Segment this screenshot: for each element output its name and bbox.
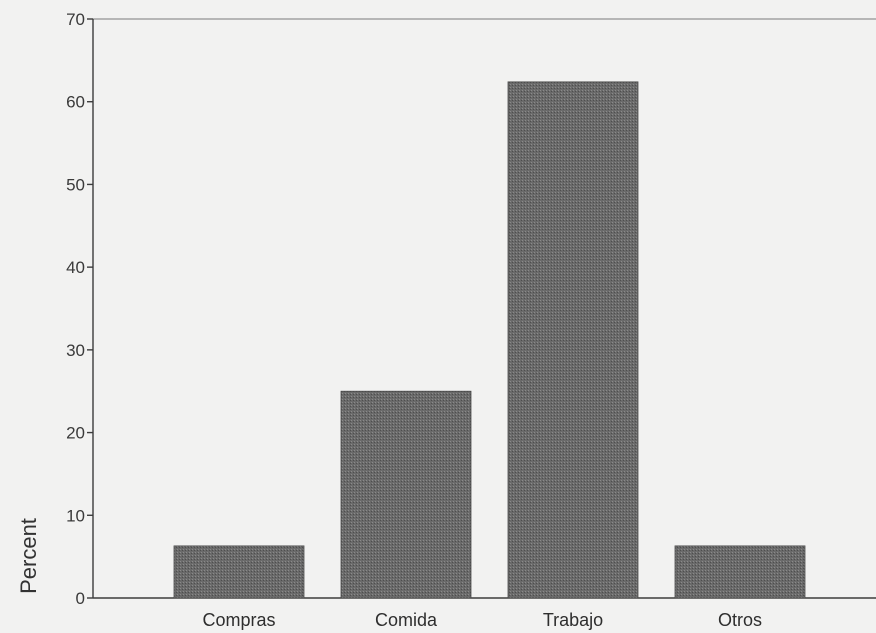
x-tick-label-otros: Otros (718, 610, 762, 630)
x-tick-label-compras: Compras (202, 610, 275, 630)
bar-trabajo (507, 81, 639, 599)
bar-comida (340, 390, 472, 599)
y-axis-title: Percent (16, 518, 41, 594)
x-axis-tick-labels: Compras Comida Trabajo Otros (202, 610, 762, 630)
bar-compras (173, 545, 305, 599)
y-tick-label: 60 (66, 93, 85, 112)
x-tick-label-trabajo: Trabajo (543, 610, 603, 630)
y-axis-ticks: 0 10 20 30 40 50 60 70 (66, 10, 93, 608)
y-tick-label: 10 (66, 506, 85, 525)
y-tick-label: 20 (66, 424, 85, 443)
y-tick-label: 0 (76, 589, 85, 608)
x-tick-label-comida: Comida (375, 610, 438, 630)
y-tick-label: 70 (66, 10, 85, 29)
y-tick-label: 30 (66, 341, 85, 360)
y-tick-label: 40 (66, 258, 85, 277)
bar-otros (674, 545, 806, 599)
bar-series (173, 81, 806, 599)
y-tick-label: 50 (66, 175, 85, 194)
